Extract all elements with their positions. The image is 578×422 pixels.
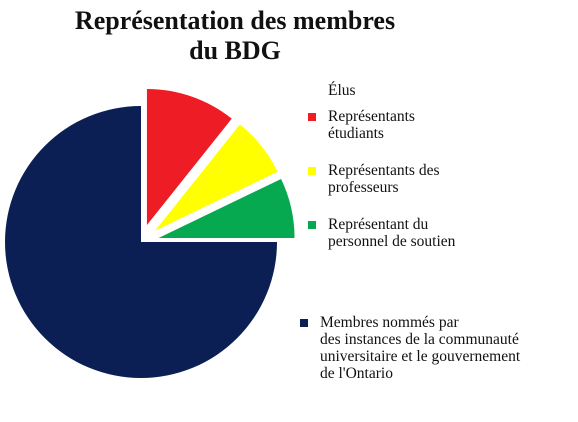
- pie-slice-student-representatives: [146, 89, 232, 226]
- chart-title: Représentation des membres du BDG: [20, 6, 450, 66]
- legend-label-professor-representatives: Représentants des professeurs: [328, 162, 440, 196]
- legend-item-student-representatives: Représentants étudiants: [308, 108, 415, 142]
- pie-slice-professor-representatives: [155, 124, 278, 231]
- legend-item-appointed-members: Membres nommés par des instances de la c…: [300, 314, 520, 382]
- legend-swatch-navy: [300, 319, 308, 327]
- legend-label-support-staff-representative: Représentant du personnel de soutien: [328, 216, 456, 250]
- chart-title-line-2: du BDG: [189, 36, 281, 65]
- legend-item-support-staff-representative: Représentant du personnel de soutien: [308, 216, 455, 250]
- pie-slice-appointed-members: [5, 106, 277, 378]
- legend-swatch-yellow: [308, 167, 316, 175]
- legend-label-appointed-members: Membres nommés par des instances de la c…: [320, 314, 521, 382]
- chart-title-line-1: Représentation des membres: [74, 6, 396, 35]
- legend-label-student-representatives: Représentants étudiants: [328, 108, 415, 142]
- legend-item-professor-representatives: Représentants des professeurs: [308, 162, 439, 196]
- legend-heading: Élus: [328, 82, 356, 99]
- legend-swatch-green: [308, 221, 316, 229]
- legend-swatch-red: [308, 113, 316, 121]
- pie-slice-support-staff-representative: [158, 178, 295, 238]
